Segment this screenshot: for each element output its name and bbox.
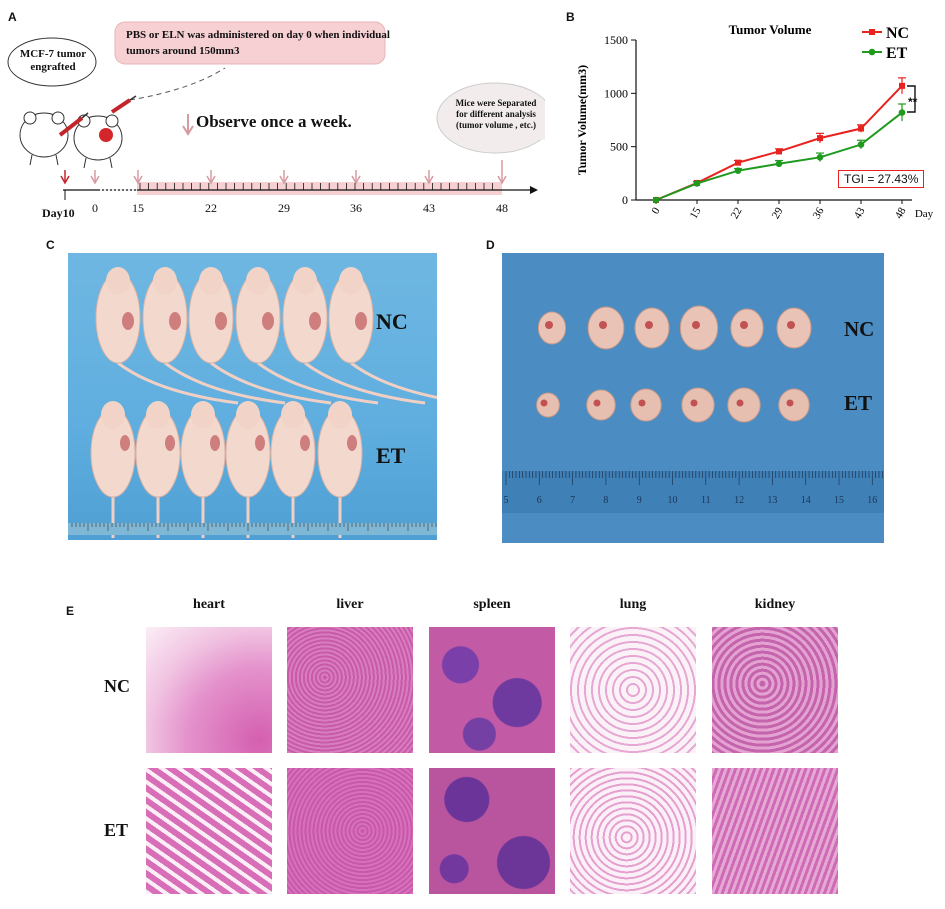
y-axis-label: Tumor Volume(mm3)	[575, 65, 589, 175]
data-point	[693, 180, 701, 187]
timeline-tick-label: 22	[205, 201, 217, 215]
timeline-tick-label: 43	[423, 201, 435, 215]
tgi-box: TGI = 27.43%	[838, 170, 925, 188]
separated-line1: Mice were Separated	[455, 98, 537, 108]
row-label-nc: NC	[104, 676, 130, 696]
separated-line3: (tumor volume , etc.)	[455, 120, 537, 130]
day-start-label: Day10	[42, 206, 75, 220]
ruler-label: 12	[734, 495, 744, 506]
histology-et-kidney	[712, 768, 838, 894]
histology-nc-spleen	[429, 627, 555, 753]
histology-et-heart	[146, 768, 272, 894]
tumor-photo-nc-label: NC	[844, 317, 875, 341]
chart-title: Tumor Volume	[729, 22, 812, 37]
legend-marker	[868, 48, 876, 56]
histology-et-liver	[287, 768, 413, 894]
admin-bubble-line2: tumors around 150mm3	[126, 45, 240, 57]
row-label-et: ET	[104, 820, 129, 840]
y-tick-label: 1000	[604, 86, 628, 100]
separated-line2: for different analysis	[456, 109, 536, 119]
ruler-label: 10	[668, 495, 678, 506]
data-point	[817, 135, 823, 142]
histology-nc-liver	[287, 627, 413, 753]
timeline-tick-label: 36	[350, 201, 362, 215]
histology-nc-lung	[570, 627, 696, 753]
x-axis-label: Day	[915, 208, 934, 220]
observe-text: Observe once a week.	[196, 112, 352, 131]
panel-c-label: C	[46, 238, 55, 252]
timeline-tick-label: 29	[278, 201, 290, 215]
syringe-icon-2	[110, 95, 137, 114]
histology-nc-heart	[146, 627, 272, 753]
x-tick-label: 22	[729, 206, 745, 222]
timeline-tick-label: 0	[92, 201, 98, 215]
histology-nc-kidney	[712, 627, 838, 753]
tumor-photo-et-label: ET	[844, 391, 873, 415]
histology-et-lung	[570, 768, 696, 894]
panel-b-label: B	[566, 10, 575, 24]
ruler-label: 16	[867, 495, 877, 506]
mouse-icon-1	[19, 111, 69, 166]
data-point	[898, 109, 906, 116]
timeline-tick-label: 15	[132, 201, 144, 215]
ruler-label: 5	[504, 495, 509, 506]
mouse-icon-2	[73, 114, 123, 169]
ruler-label: 15	[834, 495, 844, 506]
engraft-bubble-text: MCF-7 tumor engrafted	[19, 48, 87, 73]
tissue-label-spleen: spleen	[473, 597, 511, 612]
ruler-label: 6	[537, 495, 542, 506]
legend-label: NC	[886, 25, 909, 42]
x-tick-label: 48	[893, 205, 909, 221]
ruler-label: 8	[603, 495, 608, 506]
tissue-label-lung: lung	[619, 597, 647, 612]
panel-d-label: D	[486, 238, 495, 252]
y-tick-label: 0	[622, 193, 628, 207]
x-tick-label: 29	[770, 205, 786, 221]
tissue-label-liver: liver	[336, 597, 364, 612]
legend-marker	[869, 29, 875, 35]
significance-marker: **	[908, 95, 918, 109]
data-point	[775, 160, 783, 168]
tumor-volume-chart: Tumor Volume 0 500 1000 1500 0 15 22 29 36 43 48 Day…	[575, 22, 934, 222]
data-point	[816, 154, 824, 161]
tissue-label-heart: heart	[193, 597, 225, 612]
y-tick-label: 500	[610, 140, 628, 154]
tissue-label-kidney: kidney	[754, 597, 796, 612]
mice-photo-et-label: ET	[376, 443, 406, 468]
ruler-label: 13	[767, 495, 777, 506]
syringe-icon-1	[58, 112, 89, 137]
mice-photo: NC ET	[68, 253, 437, 540]
data-point	[857, 141, 865, 148]
data-point	[899, 82, 905, 89]
admin-bubble-line1: PBS or ELN was administered on day 0 whe…	[126, 29, 390, 41]
x-tick-label: 43	[852, 205, 868, 221]
ruler-label: 14	[801, 495, 811, 506]
x-tick-label: 15	[688, 205, 704, 221]
panel-a-timeline-diagram	[7, 21, 545, 200]
timeline-tick-label: 48	[496, 201, 508, 215]
data-point	[735, 159, 741, 166]
panel-a-label: A	[8, 10, 17, 24]
legend-label: ET	[886, 45, 908, 62]
mice-photo-nc-label: NC	[376, 309, 408, 334]
ruler-label: 9	[637, 495, 642, 506]
significance-bracket	[907, 85, 916, 113]
tumor-photo: 567891011121314151617181 NC ET	[502, 253, 884, 543]
data-point	[734, 167, 742, 174]
x-tick-label: 36	[811, 205, 827, 221]
panel-e-label: E	[66, 604, 75, 618]
y-tick-label: 1500	[604, 33, 628, 47]
ruler-label: 11	[701, 495, 711, 506]
data-point	[652, 196, 660, 204]
ruler-label: 7	[570, 495, 575, 506]
data-point	[858, 125, 864, 132]
x-tick-label: 0	[649, 205, 662, 216]
data-point	[776, 148, 782, 155]
histology-et-spleen	[429, 768, 555, 894]
